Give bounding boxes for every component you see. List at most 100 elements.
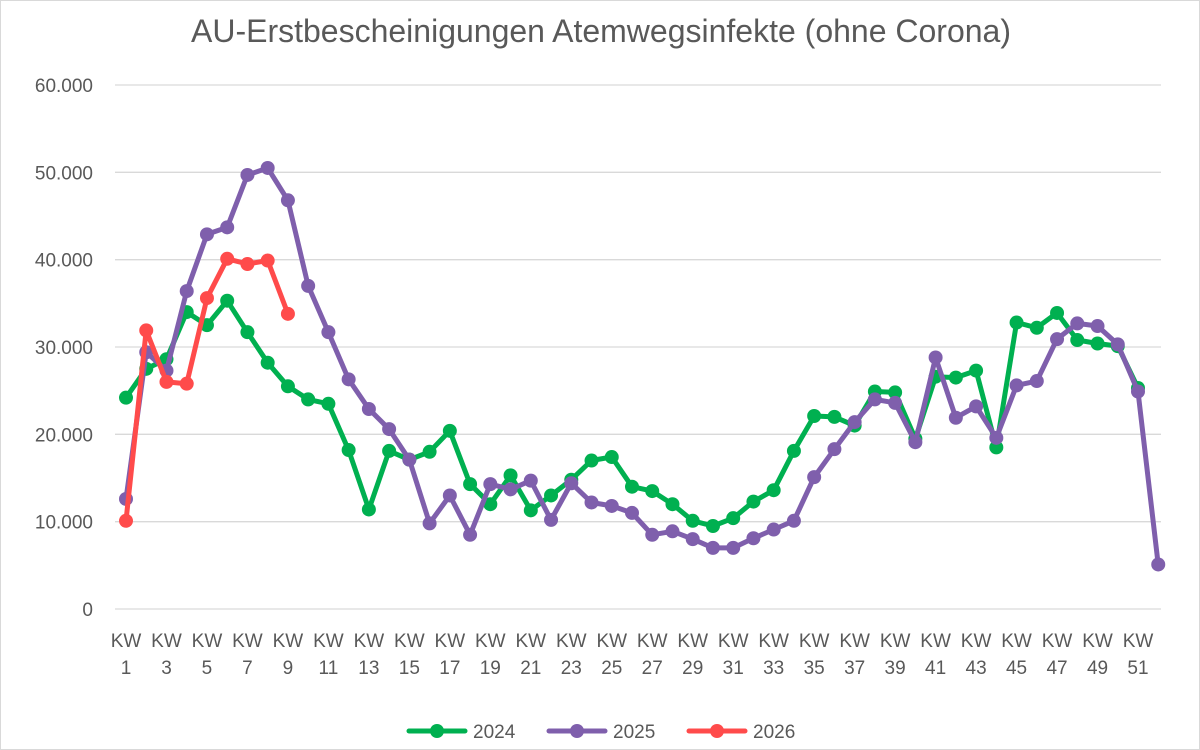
- data-point: [301, 278, 316, 293]
- data-point: [1131, 384, 1145, 399]
- x-tick-label: KW 21: [515, 631, 546, 679]
- data-point: [584, 453, 599, 468]
- data-point: [382, 443, 397, 458]
- y-tick-label: 30.000: [35, 338, 93, 359]
- series-lines: [119, 160, 1166, 572]
- data-point: [463, 477, 478, 492]
- data-point: [786, 513, 801, 528]
- data-point: [280, 193, 295, 208]
- data-point: [240, 167, 255, 182]
- x-tick-label: KW 45: [1001, 631, 1032, 679]
- data-point: [888, 385, 903, 400]
- y-tick-label: 10.000: [35, 513, 93, 534]
- data-point: [948, 370, 963, 385]
- legend-swatch-marker: [710, 724, 724, 738]
- x-tick-label: KW 29: [677, 631, 708, 679]
- data-point: [260, 160, 275, 175]
- data-point: [766, 483, 781, 498]
- data-point: [766, 522, 781, 537]
- data-point: [483, 497, 498, 512]
- data-point: [1090, 336, 1105, 351]
- legend-item-2026: 2026: [686, 722, 795, 743]
- data-point: [807, 470, 822, 485]
- data-point: [544, 512, 559, 527]
- data-point: [827, 442, 842, 457]
- x-tick-label: KW 25: [596, 631, 627, 679]
- data-point: [726, 511, 741, 526]
- data-point: [199, 291, 214, 306]
- x-tick-label: KW 1: [111, 631, 142, 679]
- data-point: [1090, 319, 1105, 334]
- data-point: [503, 482, 518, 497]
- data-point: [1151, 557, 1166, 572]
- x-tick-label: KW 27: [637, 631, 668, 679]
- y-tick-label: 0: [82, 600, 93, 621]
- data-point: [341, 443, 356, 458]
- data-point: [119, 513, 133, 528]
- data-point: [1070, 333, 1085, 348]
- data-point: [321, 325, 336, 340]
- data-point: [604, 450, 619, 465]
- x-tick-label: KW 37: [839, 631, 870, 679]
- data-point: [786, 443, 801, 458]
- data-point: [1029, 320, 1044, 335]
- data-point: [179, 284, 194, 299]
- data-point: [321, 396, 336, 411]
- data-point: [361, 402, 376, 417]
- x-tick-label: KW 5: [192, 631, 223, 679]
- x-tick-label: KW 35: [799, 631, 830, 679]
- legend-label: 2025: [613, 722, 655, 743]
- x-tick-label: KW 7: [232, 631, 263, 679]
- y-tick-label: 60.000: [35, 76, 93, 97]
- data-point: [544, 488, 559, 503]
- data-point: [1029, 374, 1044, 389]
- x-tick-label: KW 43: [961, 631, 992, 679]
- data-point: [220, 293, 235, 308]
- data-point: [199, 227, 214, 242]
- data-point: [1050, 332, 1065, 347]
- data-point: [483, 477, 498, 492]
- data-point: [220, 220, 235, 235]
- data-point: [260, 355, 275, 370]
- x-tick-label: KW 47: [1042, 631, 1073, 679]
- data-point: [989, 430, 1004, 445]
- legend-item-2024: 2024: [406, 722, 516, 743]
- data-point: [442, 423, 457, 438]
- x-tick-label: KW 11: [313, 631, 344, 679]
- data-point: [969, 399, 984, 414]
- data-point: [726, 540, 741, 555]
- data-point: [301, 392, 316, 407]
- data-point: [280, 306, 295, 321]
- data-point: [139, 323, 154, 338]
- y-tick-label: 20.000: [35, 425, 93, 446]
- data-point: [867, 392, 882, 407]
- series-line-2025: [123, 165, 1161, 567]
- data-point: [928, 350, 943, 365]
- data-point: [645, 484, 660, 499]
- data-point: [119, 390, 133, 405]
- data-point: [341, 372, 356, 387]
- x-tick-label: KW 9: [273, 631, 304, 679]
- data-point: [989, 440, 1004, 455]
- data-point: [1070, 316, 1085, 331]
- data-point: [705, 519, 720, 534]
- legend-label: 2024: [473, 722, 516, 743]
- x-tick-label: KW 33: [758, 631, 789, 679]
- y-axis-tick-labels: 0 10.000 20.000 30.000 40.000 50.000 60.000: [35, 76, 93, 621]
- data-point: [220, 251, 235, 266]
- data-point: [564, 476, 579, 491]
- data-point: [240, 325, 255, 340]
- data-point: [604, 498, 619, 513]
- data-point: [807, 408, 822, 423]
- legend-swatch-marker: [570, 724, 584, 738]
- data-point: [361, 502, 376, 517]
- data-point: [584, 495, 599, 510]
- x-tick-label: KW 41: [920, 631, 951, 679]
- data-point: [1110, 337, 1125, 352]
- data-point: [260, 253, 275, 268]
- data-point: [382, 422, 397, 437]
- x-tick-label: KW 51: [1123, 631, 1154, 679]
- data-point: [402, 452, 417, 467]
